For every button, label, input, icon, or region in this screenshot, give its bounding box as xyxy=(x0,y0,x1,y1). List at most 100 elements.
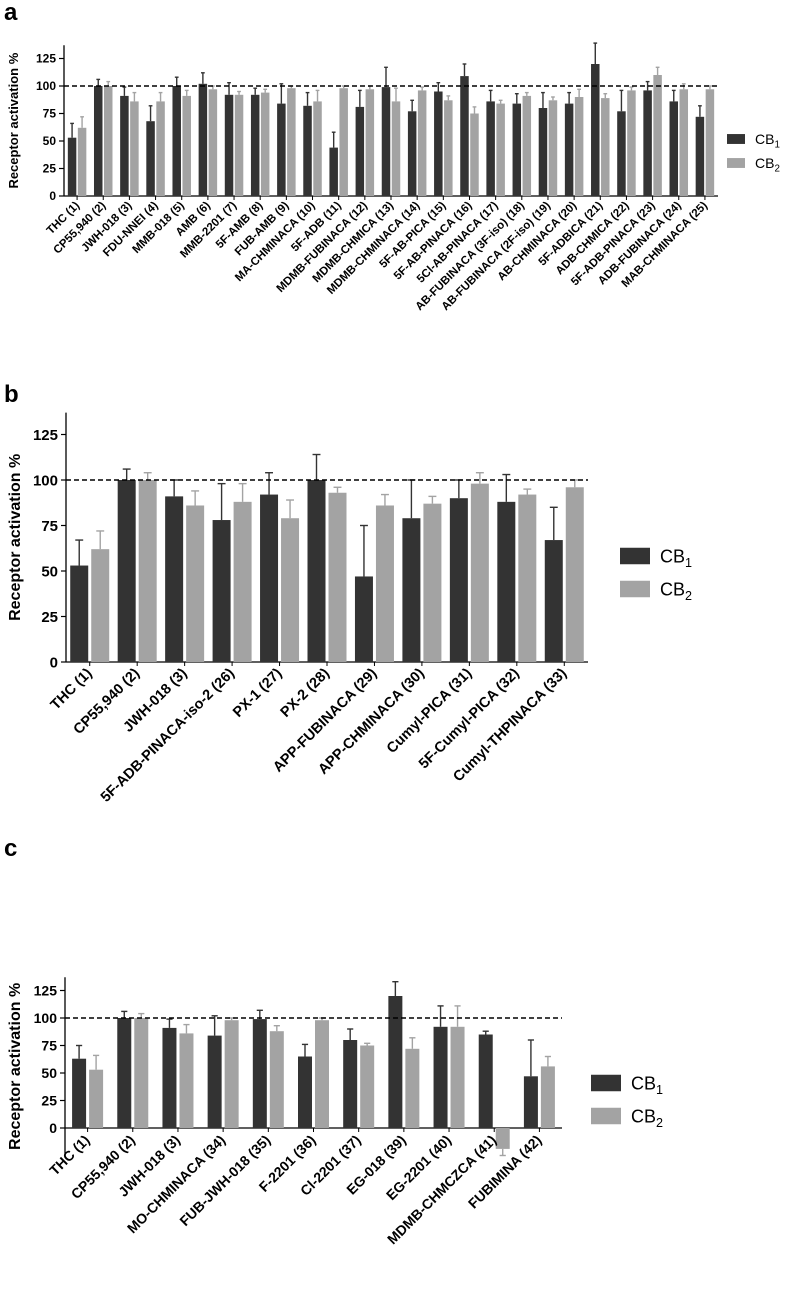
bar-cb1 xyxy=(591,64,600,196)
category-label: THC (1) xyxy=(48,665,96,713)
bar-cb2 xyxy=(103,86,113,196)
bar-cb2 xyxy=(315,1020,329,1128)
legend-swatch-cb1 xyxy=(727,134,745,144)
bar-cb2 xyxy=(653,75,662,196)
y-tick-label: 125 xyxy=(34,982,58,998)
category-label: PX-1 (27) xyxy=(230,665,285,720)
bar-cb2 xyxy=(130,101,139,196)
bar-cb1 xyxy=(695,116,705,196)
bar-cb1 xyxy=(497,501,516,662)
bar-cb2 xyxy=(77,127,87,196)
y-tick-label: 75 xyxy=(41,1037,57,1053)
bar-cb2 xyxy=(375,505,394,662)
bar-cb2 xyxy=(365,89,375,196)
panel-b: b 0 25 50 75 100 125 Receptor activation % THC (… xyxy=(4,381,692,806)
category-label: Cumyl-PICA (31) xyxy=(384,665,475,756)
bar-cb1 xyxy=(303,105,312,196)
bar-cb1 xyxy=(70,565,89,662)
bar-cb1 xyxy=(434,91,443,196)
bar-cb2 xyxy=(565,487,584,662)
y-tick-label: 50 xyxy=(41,1065,57,1081)
legend-label-cb2: CB2 xyxy=(660,579,692,603)
bar-cb1 xyxy=(643,90,652,196)
bar-cb2 xyxy=(260,92,270,196)
y-tick-label: 100 xyxy=(36,79,56,93)
bar-cb1 xyxy=(307,480,326,662)
bar-cb1 xyxy=(402,518,421,662)
bar-cb1 xyxy=(117,1018,132,1128)
y-tick-label: 50 xyxy=(41,563,58,580)
bar-cb2 xyxy=(405,1048,420,1128)
bar-cb2 xyxy=(540,1066,555,1128)
bar-cb1 xyxy=(564,103,574,196)
bar-cb2 xyxy=(313,101,322,196)
bar-cb1 xyxy=(669,101,679,196)
y-axis-label: Receptor activation % xyxy=(6,52,21,188)
y-tick-label: 0 xyxy=(50,654,58,671)
bar-cb2 xyxy=(470,483,489,662)
bar-cb1 xyxy=(354,576,373,662)
bar-cb2 xyxy=(89,1069,104,1128)
bar-cb2 xyxy=(496,103,505,196)
bar-cb1 xyxy=(449,498,468,662)
bar-cb2 xyxy=(339,88,348,196)
bar-cb1 xyxy=(93,86,103,196)
legend-swatch-cb1 xyxy=(620,547,650,565)
bar-cb1 xyxy=(512,103,522,196)
bar-cb1 xyxy=(224,94,234,196)
bar-cb1 xyxy=(146,121,155,196)
bar-cb2 xyxy=(548,100,558,196)
y-axis-label: Receptor activation % xyxy=(7,454,24,621)
legend-label-cb1: CB1 xyxy=(755,131,780,151)
bar-cb1 xyxy=(172,86,181,196)
bar-cb1 xyxy=(544,540,563,662)
bar-cb1 xyxy=(523,1076,538,1128)
bar-cb1 xyxy=(486,101,495,196)
bar-cb2 xyxy=(705,89,715,196)
bar-cb2 xyxy=(138,480,157,662)
bar-cb2 xyxy=(601,98,610,196)
bar-cb2 xyxy=(182,95,191,196)
bar-cb2 xyxy=(281,518,300,662)
bar-cb1 xyxy=(120,95,129,196)
bar-cb2 xyxy=(91,549,110,662)
bar-cb2 xyxy=(391,101,401,196)
bar-cb2 xyxy=(156,101,165,196)
bar-cb2 xyxy=(208,89,218,196)
bar-cb1 xyxy=(388,996,403,1128)
bar-cb2 xyxy=(679,89,689,196)
bar-cb2 xyxy=(574,97,584,196)
bar-cb1 xyxy=(250,94,260,196)
bar-cb1 xyxy=(538,108,548,196)
panel-letter: b xyxy=(4,381,19,408)
bar-cb1 xyxy=(117,480,136,662)
y-tick-label: 25 xyxy=(43,162,57,176)
legend-swatch-cb2 xyxy=(620,580,650,598)
bar-cb1 xyxy=(407,111,417,196)
bar-cb1 xyxy=(617,111,626,196)
bar-cb2 xyxy=(470,113,479,196)
y-tick-label: 75 xyxy=(41,518,58,535)
legend-swatch-cb2 xyxy=(727,158,745,168)
bar-cb2 xyxy=(518,494,537,662)
bar-cb2 xyxy=(233,501,252,662)
y-tick-label: 0 xyxy=(49,1120,57,1136)
bar-cb1 xyxy=(207,1035,222,1128)
legend-label-cb1: CB1 xyxy=(660,546,692,570)
bar-cb1 xyxy=(343,1040,358,1128)
bar-cb2 xyxy=(450,1026,465,1128)
bar-cb1 xyxy=(381,87,391,196)
bar-cb2 xyxy=(417,90,427,196)
bar-cb1 xyxy=(165,496,184,662)
bar-cb1 xyxy=(162,1027,177,1128)
y-tick-label: 50 xyxy=(43,134,57,148)
bar-cb2 xyxy=(234,94,244,196)
bar-cb1 xyxy=(198,83,208,196)
bar-cb2 xyxy=(224,1020,239,1128)
bar-cb2 xyxy=(287,88,296,196)
bar-cb2 xyxy=(186,505,205,662)
y-tick-label: 25 xyxy=(41,609,58,626)
